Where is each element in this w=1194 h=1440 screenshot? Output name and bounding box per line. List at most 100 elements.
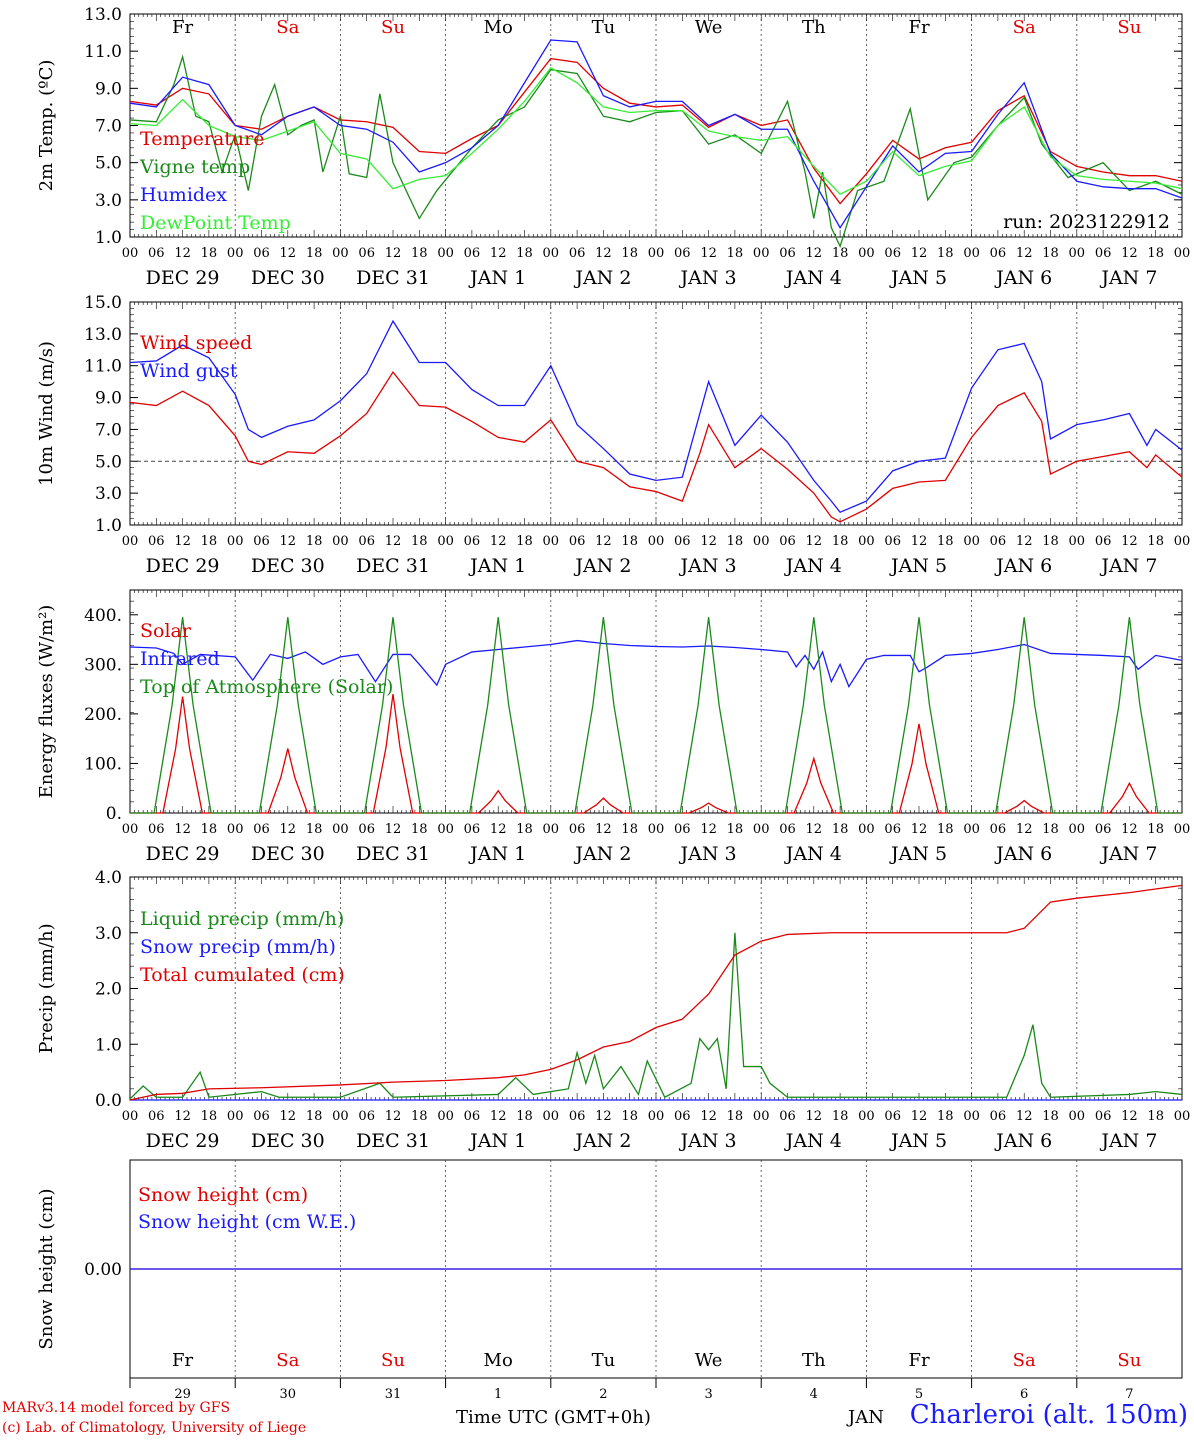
x-hour-label: 18	[201, 1109, 218, 1124]
x-date-label: JAN 5	[889, 555, 947, 577]
x-hour-label: 06	[779, 1109, 796, 1124]
y-tick-label: 7.0	[95, 420, 122, 440]
x-hour-label: 12	[806, 822, 823, 837]
legend-entry: Wind speed	[140, 332, 252, 354]
x-hour-label: 18	[1147, 246, 1164, 261]
x-date-label: DEC 30	[251, 555, 325, 577]
x-hour-label: 00	[1069, 822, 1086, 837]
x-hour-label: 12	[1121, 1109, 1138, 1124]
y-axis-label: 10m Wind (m/s)	[36, 341, 57, 486]
x-hour-label: 06	[358, 822, 375, 837]
weekday-label: Su	[381, 17, 405, 38]
x-hour-label: 00	[332, 246, 349, 261]
x-hour-label: 00	[963, 246, 980, 261]
series-line	[130, 617, 1182, 814]
x-hour-label: 06	[1095, 246, 1112, 261]
x-hour-label: 00	[437, 246, 454, 261]
x-hour-label: 18	[516, 534, 533, 549]
x-hour-label: 18	[1042, 246, 1059, 261]
x-hour-label: 00	[1174, 534, 1191, 549]
x-hour-label: 18	[621, 822, 638, 837]
x-hour-label: 00	[753, 1109, 770, 1124]
x-hour-label: 06	[990, 1109, 1007, 1124]
x-hour-label: 12	[595, 822, 612, 837]
x-date-label: JAN 7	[1099, 267, 1157, 289]
x-hour-label: 18	[516, 822, 533, 837]
run-label: run: 2023122912	[1003, 211, 1170, 233]
x-hour-label: 12	[280, 246, 297, 261]
x-date-label: JAN 1	[468, 843, 526, 865]
x-hour-label: 00	[858, 822, 875, 837]
x-hour-label: 00	[437, 1109, 454, 1124]
y-axis-label: Energy fluxes (W/m²)	[36, 605, 57, 799]
x-hour-label: 18	[1042, 534, 1059, 549]
x-hour-label: 00	[122, 534, 139, 549]
x-hour-label: 18	[1042, 1109, 1059, 1124]
x-hour-label: 18	[306, 246, 323, 261]
y-axis-label: 2m Temp. (ºC)	[36, 60, 57, 192]
x-hour-label: 06	[779, 534, 796, 549]
x-hour-label: 06	[148, 822, 165, 837]
x-hour-label: 18	[201, 822, 218, 837]
weekday-label: Th	[802, 1350, 826, 1371]
x-date-label: DEC 31	[356, 267, 430, 289]
y-tick-label: 11.0	[84, 357, 122, 377]
weekday-label: Fr	[172, 17, 193, 38]
x-hour-label: 12	[385, 822, 402, 837]
legend-entry: Vigne temp	[139, 156, 250, 178]
x-hour-label: 00	[543, 822, 560, 837]
x-hour-label: 06	[884, 246, 901, 261]
x-hour-label: 12	[595, 246, 612, 261]
y-tick-label: 13.0	[84, 5, 122, 25]
x-hour-label: 12	[1121, 534, 1138, 549]
x-hour-label: 00	[963, 1109, 980, 1124]
panel-energy	[129, 589, 1183, 814]
x-hour-label: 06	[779, 246, 796, 261]
weekday-label: Fr	[908, 17, 929, 38]
x-hour-label: 12	[490, 534, 507, 549]
series-line	[129, 884, 1183, 1101]
x-hour-label: 12	[385, 534, 402, 549]
y-tick-label: 9.0	[95, 389, 122, 409]
x-hour-label: 18	[832, 1109, 849, 1124]
x-date-label: JAN 2	[573, 1130, 631, 1152]
x-hour-label: 18	[621, 1109, 638, 1124]
y-axis-label: Snow height (cm)	[36, 1188, 57, 1349]
x-hour-label: 00	[1174, 246, 1191, 261]
weekday-label: We	[695, 1350, 723, 1371]
x-hour-label: 18	[306, 822, 323, 837]
y-tick-label: 7.0	[95, 117, 122, 137]
x-hour-label: 18	[727, 246, 744, 261]
x-hour-label: 06	[464, 246, 481, 261]
x-hour-label: 18	[832, 822, 849, 837]
day-number-label: 30	[280, 1387, 297, 1402]
x-hour-label: 00	[1069, 1109, 1086, 1124]
x-hour-label: 18	[1147, 534, 1164, 549]
x-hour-label: 18	[411, 246, 428, 261]
x-hour-label: 12	[595, 1109, 612, 1124]
y-tick-label: 3.0	[95, 924, 122, 944]
x-hour-label: 12	[911, 246, 928, 261]
time-axis-label: Time UTC (GMT+0h)	[456, 1407, 651, 1428]
x-hour-label: 12	[911, 534, 928, 549]
x-hour-label: 06	[253, 822, 270, 837]
x-hour-label: 18	[727, 534, 744, 549]
x-hour-label: 12	[1121, 246, 1138, 261]
y-axis-label: Precip (mm/h)	[36, 923, 57, 1053]
x-hour-label: 06	[674, 246, 691, 261]
x-hour-label: 00	[332, 534, 349, 549]
x-date-label: JAN 5	[889, 843, 947, 865]
x-hour-label: 12	[1016, 822, 1033, 837]
x-hour-label: 00	[963, 534, 980, 549]
day-number-label: 5	[915, 1387, 923, 1402]
x-date-label: JAN 5	[889, 267, 947, 289]
x-hour-label: 00	[227, 534, 244, 549]
station-label: Charleroi (alt. 150m)	[909, 1400, 1188, 1430]
x-date-label: JAN 2	[573, 267, 631, 289]
weekday-label: We	[695, 17, 723, 38]
day-number-label: 4	[810, 1387, 818, 1402]
x-hour-label: 00	[648, 1109, 665, 1124]
x-hour-label: 00	[437, 534, 454, 549]
x-hour-label: 18	[411, 534, 428, 549]
legend-entry: Snow height (cm W.E.)	[138, 1211, 356, 1233]
